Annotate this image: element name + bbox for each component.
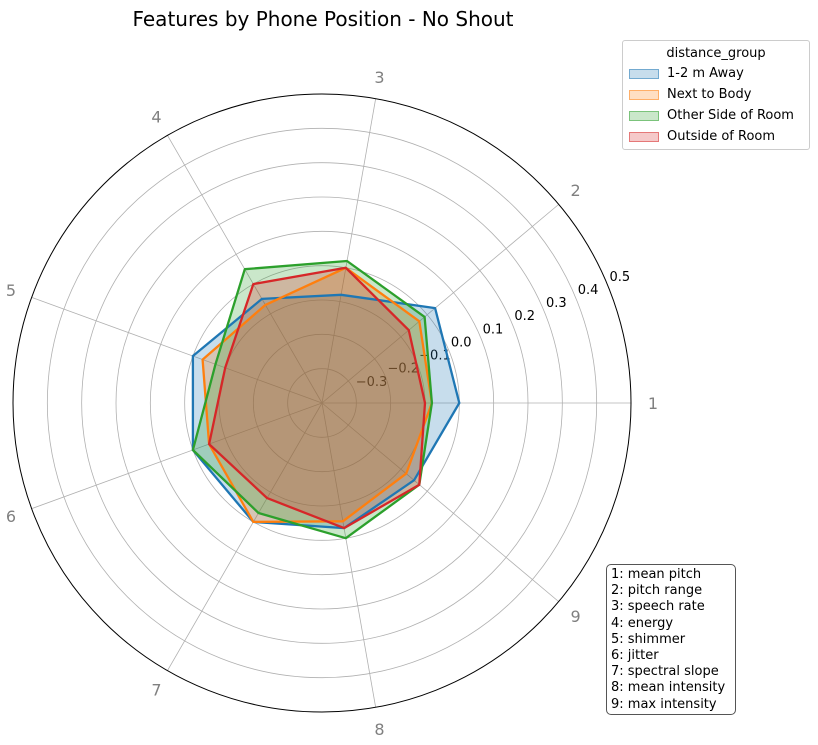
axis-label: 8: [374, 720, 384, 739]
grid-spoke: [31, 296, 323, 404]
legend-item: Other Side of Room: [623, 105, 809, 126]
feature-key-item: 2: pitch range: [611, 583, 703, 599]
angular-axis-labels: 1 2 3 4 5 6 7 8 9: [6, 68, 658, 739]
legend: distance_group 1-2 m Away Next to Body Oth…: [622, 40, 810, 150]
legend-swatch: [629, 110, 659, 121]
series-fill: [192, 261, 432, 539]
grid-spoke: [321, 98, 377, 404]
radial-tick-label: 0.4: [578, 283, 599, 298]
grid-spoke: [167, 402, 323, 671]
legend-item: Outside of Room: [623, 126, 809, 147]
feature-key: 1: mean pitch 2: pitch range 3: speech r…: [606, 564, 736, 715]
feature-key-item: 4: energy: [611, 615, 674, 631]
chart-title: Features by Phone Position - No Shout: [132, 7, 513, 31]
series-layer: [191, 259, 461, 540]
radial-tick-label: −0.3: [356, 375, 388, 390]
axis-label: 2: [570, 181, 580, 200]
grid-spoke: [321, 402, 559, 602]
legend-label: Other Side of Room: [667, 108, 794, 123]
radial-tick-label: 0.1: [483, 322, 504, 337]
series-fill: [202, 267, 432, 522]
feature-key-item: 3: speech rate: [611, 599, 705, 615]
legend-label: Next to Body: [667, 87, 752, 102]
legend-swatch: [629, 68, 659, 79]
series-line: [191, 259, 434, 540]
radial-tick-label: 0.3: [546, 296, 567, 311]
legend-item: Next to Body: [623, 84, 809, 105]
legend-label: 1-2 m Away: [667, 66, 744, 81]
axis-label: 4: [151, 107, 161, 126]
radial-tick-label: 0.2: [514, 309, 535, 324]
axis-label: 3: [374, 68, 384, 87]
outer-frame: [12, 93, 632, 713]
grid-spoke: [321, 402, 377, 708]
series-fill: [192, 294, 460, 529]
legend-item: 1-2 m Away: [623, 63, 809, 84]
feature-key-item: 7: spectral slope: [611, 664, 719, 680]
legend-label: Outside of Room: [667, 129, 776, 144]
axis-label: 7: [151, 681, 161, 700]
radial-tick-label: 0.5: [609, 270, 630, 285]
feature-key-item: 1: mean pitch: [611, 567, 702, 582]
radial-tick-label: −0.2: [387, 362, 419, 377]
series-line: [207, 266, 427, 530]
axis-label: 5: [6, 281, 16, 300]
feature-key-item: 9: max intensity: [611, 696, 717, 712]
series-fill: [209, 267, 425, 529]
legend-title: distance_group: [666, 46, 766, 61]
series-line: [191, 293, 461, 530]
radar-grid: [31, 98, 631, 708]
legend-swatch: [629, 89, 659, 100]
grid-spoke: [321, 204, 559, 404]
axis-label: 6: [6, 507, 16, 526]
feature-key-item: 6: jitter: [611, 648, 659, 664]
feature-key-item: 5: shimmer: [611, 631, 686, 647]
legend-swatch: [629, 131, 659, 142]
axis-label: 1: [648, 394, 658, 413]
radial-tick-label: 0.0: [451, 335, 472, 350]
axis-label: 9: [570, 607, 580, 626]
grid-spoke: [31, 402, 323, 510]
feature-key-item: 8: mean intensity: [611, 680, 726, 696]
